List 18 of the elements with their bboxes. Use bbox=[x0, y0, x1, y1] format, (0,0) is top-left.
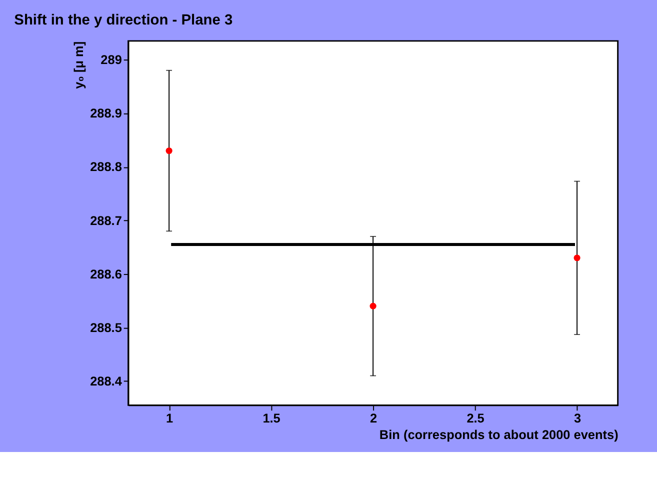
y-tick-label: 288.4 bbox=[90, 373, 122, 388]
y-tick-label: 288.7 bbox=[90, 212, 122, 228]
point bbox=[166, 147, 172, 154]
y-tick-label: 288.9 bbox=[90, 106, 122, 121]
y-tick-label: 288.8 bbox=[90, 159, 122, 174]
point bbox=[370, 302, 376, 310]
x-tick-label: 3 bbox=[574, 410, 582, 426]
y-axis-title: y₀ [μ m] bbox=[71, 41, 86, 89]
x-axis-title: Bin (corresponds to about 2000 events) bbox=[379, 426, 618, 442]
x-tick-label: 1 bbox=[166, 410, 174, 426]
y-tick-label: 289 bbox=[100, 52, 122, 68]
x-tick-label: 2.5 bbox=[466, 410, 484, 426]
x-tick-label: 1.5 bbox=[262, 410, 280, 426]
point bbox=[574, 254, 580, 262]
chart-title: Shift in the y direction - Plane 3 bbox=[14, 12, 233, 28]
y-tick-label: 288.6 bbox=[90, 266, 122, 282]
y-tick-label: 288.5 bbox=[90, 320, 122, 335]
x-tick-label: 2 bbox=[370, 410, 378, 426]
